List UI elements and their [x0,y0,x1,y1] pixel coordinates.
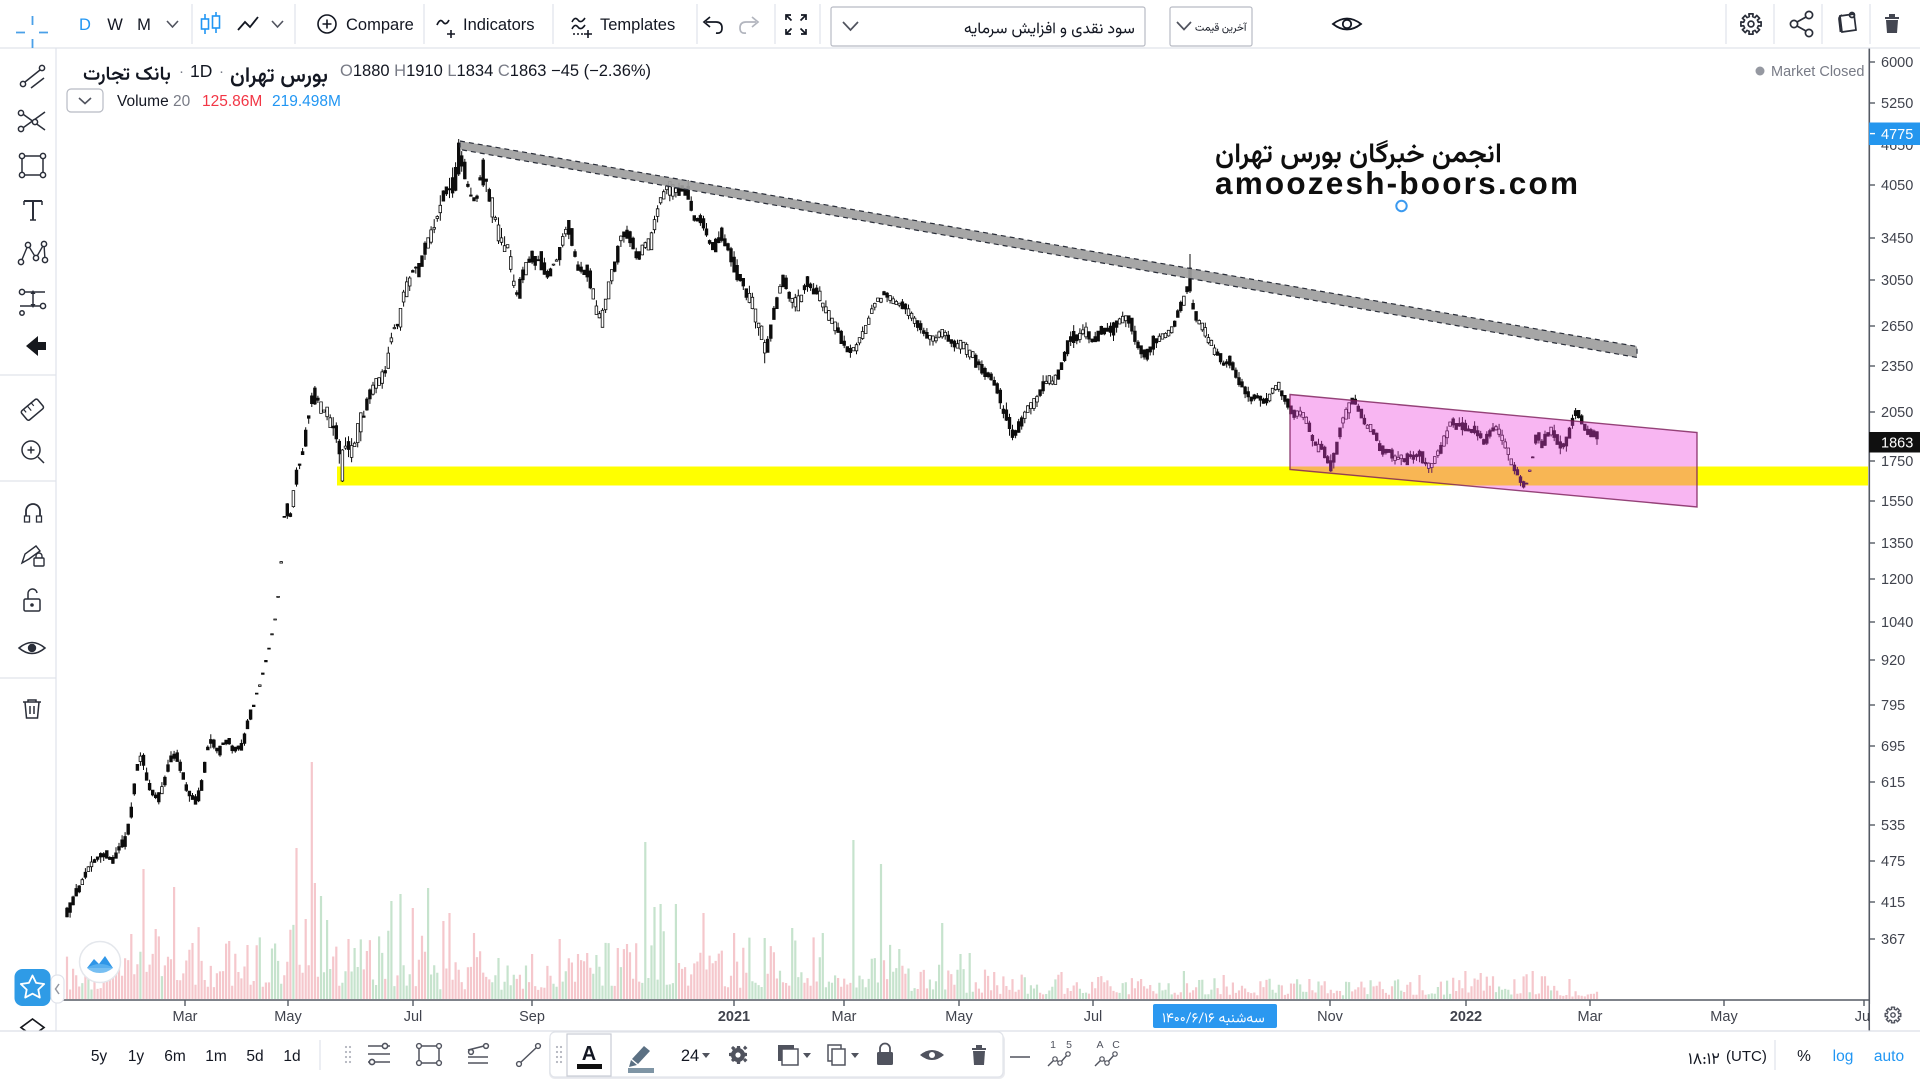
svg-text:4775: 4775 [1881,127,1913,143]
svg-text:(UTC): (UTC) [1726,1048,1767,1065]
svg-text:5y: 5y [91,1048,108,1065]
svg-text:1200: 1200 [1881,572,1913,588]
svg-text:1863: 1863 [1881,436,1913,452]
svg-text:May: May [1710,1009,1738,1025]
svg-text:475: 475 [1881,854,1905,870]
svg-text:Mar: Mar [173,1009,198,1025]
svg-text:W: W [107,16,123,34]
svg-text:1D: 1D [190,61,212,81]
svg-text:2050: 2050 [1881,405,1913,421]
svg-text:1y: 1y [128,1048,145,1065]
svg-text:367: 367 [1881,932,1905,948]
svg-text:615: 615 [1881,775,1905,791]
svg-text:auto: auto [1874,1048,1904,1065]
svg-text:1m: 1m [205,1048,227,1065]
svg-text:%: % [1797,1048,1811,1065]
svg-text:3050: 3050 [1881,273,1913,289]
svg-text:·: · [219,63,224,80]
svg-text:6m: 6m [164,1048,186,1065]
svg-text:Sep: Sep [519,1009,545,1025]
svg-text:5: 5 [1066,1039,1072,1051]
svg-text:795: 795 [1881,698,1905,714]
svg-text:1: 1 [1050,1039,1056,1051]
svg-text:695: 695 [1881,739,1905,755]
svg-text:Volume 20: Volume 20 [117,93,191,110]
svg-text:415: 415 [1881,895,1905,911]
svg-text:1350: 1350 [1881,536,1913,552]
svg-text:1d: 1d [283,1048,300,1065]
svg-text:125.86M: 125.86M [202,93,262,110]
svg-text:C: C [1112,1039,1120,1051]
svg-text:5d: 5d [246,1048,263,1065]
svg-text:M: M [137,16,151,34]
svg-text:Templates: Templates [600,16,675,34]
svg-text:2021: 2021 [718,1009,750,1025]
svg-text:Compare: Compare [346,16,414,34]
svg-text:Nov: Nov [1317,1009,1344,1025]
svg-text:1750: 1750 [1881,454,1913,470]
svg-text:A: A [582,1043,596,1065]
svg-text:amoozesh-boors.com: amoozesh-boors.com [1215,165,1580,201]
svg-text:2022: 2022 [1450,1009,1482,1025]
svg-text:Indicators: Indicators [463,16,535,34]
svg-text:log: log [1833,1048,1854,1065]
svg-text:Market Closed: Market Closed [1771,64,1864,80]
svg-text:2350: 2350 [1881,359,1913,375]
svg-text:A: A [1096,1039,1103,1051]
svg-text:535: 535 [1881,818,1905,834]
svg-text:219.498M: 219.498M [272,93,341,110]
svg-text:Jul: Jul [1084,1009,1103,1025]
svg-text:1040: 1040 [1881,615,1913,631]
svg-text:1550: 1550 [1881,494,1913,510]
svg-text:3450: 3450 [1881,231,1913,247]
svg-text:D: D [79,16,91,34]
svg-text:2650: 2650 [1881,319,1913,335]
svg-text:920: 920 [1881,653,1905,669]
svg-text:Jul: Jul [404,1009,423,1025]
svg-text:Jul: Jul [1855,1009,1874,1025]
svg-text:Mar: Mar [832,1009,857,1025]
svg-text:O1880 H1910 L1834 C1863 −45 (−: O1880 H1910 L1834 C1863 −45 (−2.36%) [340,62,651,80]
svg-text:24: 24 [681,1047,699,1065]
svg-text:5250: 5250 [1881,96,1913,112]
svg-text:6000: 6000 [1881,55,1913,71]
svg-text:Mar: Mar [1578,1009,1603,1025]
svg-text:4050: 4050 [1881,178,1913,194]
svg-text:·: · [179,63,184,80]
svg-text:May: May [945,1009,973,1025]
svg-text:May: May [274,1009,302,1025]
